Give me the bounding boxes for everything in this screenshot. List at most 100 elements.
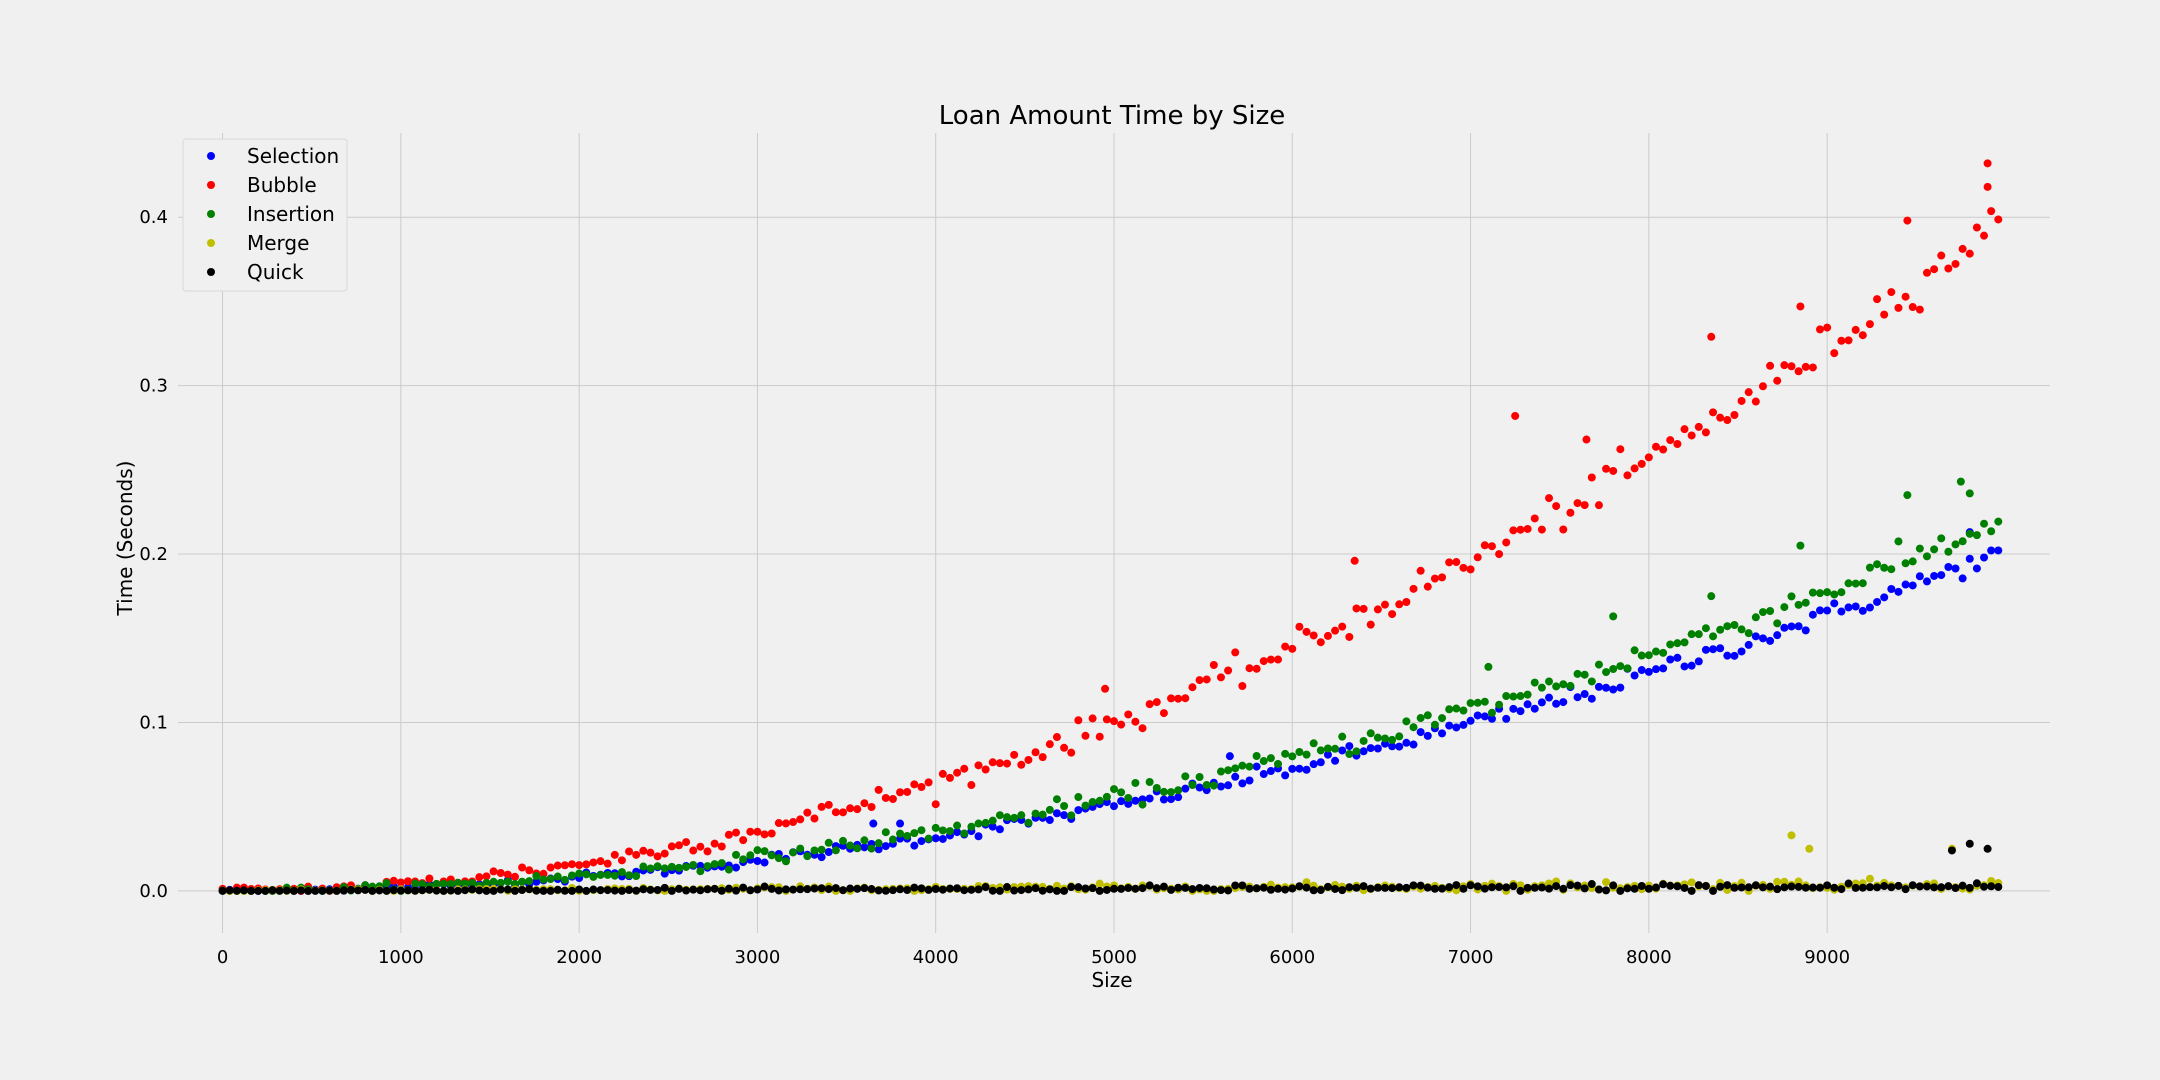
data-point	[853, 805, 862, 814]
data-point	[1545, 677, 1554, 686]
data-point	[1216, 767, 1225, 776]
data-point	[869, 819, 878, 828]
data-point	[1309, 760, 1318, 769]
data-point	[1174, 694, 1183, 703]
data-point	[482, 886, 491, 895]
data-point	[1880, 882, 1889, 891]
data-point	[1808, 883, 1817, 892]
data-point	[981, 818, 990, 827]
data-point	[689, 860, 698, 869]
data-point	[1987, 207, 1996, 216]
data-point	[860, 799, 869, 808]
data-point	[1873, 883, 1882, 892]
data-point	[1350, 556, 1359, 565]
data-point	[1174, 883, 1183, 892]
data-point	[945, 773, 954, 782]
data-point	[1851, 602, 1860, 611]
data-point	[1274, 884, 1283, 893]
data-point	[1958, 537, 1967, 546]
data-point	[1345, 883, 1354, 892]
data-point	[1402, 738, 1411, 747]
data-point	[1830, 349, 1839, 358]
legend-label: Insertion	[247, 202, 335, 226]
data-point	[981, 883, 990, 892]
data-point	[1623, 664, 1632, 673]
data-point	[1609, 665, 1618, 674]
data-point	[1816, 606, 1825, 615]
data-point	[610, 886, 619, 895]
data-point	[1231, 772, 1240, 781]
data-point	[739, 883, 748, 892]
data-point	[625, 847, 634, 856]
data-point	[1805, 844, 1814, 853]
data-point	[1487, 714, 1496, 723]
data-point	[696, 886, 705, 895]
data-point	[988, 886, 997, 895]
data-point	[660, 849, 669, 858]
data-point	[682, 862, 691, 871]
data-point	[1152, 698, 1161, 707]
data-point	[1102, 715, 1111, 724]
legend-marker	[207, 181, 215, 189]
data-point	[1787, 592, 1796, 601]
data-point	[710, 839, 719, 848]
data-point	[1851, 325, 1860, 334]
data-point	[589, 858, 598, 867]
data-point	[589, 885, 598, 894]
data-point	[689, 885, 698, 894]
y-tick-label: 0.1	[139, 712, 168, 733]
data-point	[667, 842, 676, 851]
data-point	[903, 831, 912, 840]
data-point	[1780, 623, 1789, 632]
data-point	[1110, 802, 1118, 811]
data-point	[1024, 755, 1033, 764]
data-point	[824, 838, 833, 847]
data-point	[1566, 881, 1575, 890]
data-point	[1167, 694, 1176, 703]
data-point	[1709, 645, 1718, 654]
data-point	[1737, 883, 1746, 892]
data-point	[1566, 508, 1575, 517]
data-point	[496, 878, 505, 887]
data-point	[1174, 793, 1183, 802]
data-point	[1666, 640, 1675, 649]
data-point	[1965, 554, 1974, 563]
data-point	[1345, 742, 1354, 751]
data-point	[1994, 215, 2003, 224]
data-point	[953, 821, 962, 830]
data-point	[1288, 752, 1297, 761]
data-point	[1430, 574, 1439, 583]
data-point	[603, 859, 612, 868]
data-point	[1181, 784, 1190, 793]
data-point	[1388, 742, 1397, 751]
data-point	[1302, 883, 1311, 892]
data-point	[1737, 396, 1746, 405]
data-point	[1266, 754, 1275, 763]
data-point	[1373, 605, 1382, 614]
data-point	[446, 879, 455, 888]
data-point	[860, 843, 869, 852]
data-point	[1651, 442, 1660, 451]
data-point	[1110, 785, 1118, 794]
x-tick-label: 5000	[1091, 947, 1137, 968]
data-point	[1060, 743, 1069, 752]
data-point	[1537, 698, 1546, 707]
data-point	[1659, 880, 1668, 889]
data-point	[1903, 491, 1912, 500]
data-point	[896, 788, 905, 797]
data-point	[1316, 758, 1325, 767]
data-point	[439, 886, 448, 895]
data-point	[1758, 883, 1767, 892]
data-point	[247, 886, 256, 895]
data-point	[1687, 878, 1696, 887]
data-point	[1359, 882, 1368, 891]
data-point	[553, 885, 562, 894]
data-point	[1944, 882, 1953, 891]
data-point	[1687, 661, 1696, 670]
data-point	[817, 802, 826, 811]
data-point	[1409, 584, 1418, 593]
data-point	[1609, 881, 1618, 890]
data-point	[1495, 882, 1504, 891]
data-point	[910, 780, 919, 789]
data-point	[1352, 747, 1361, 756]
